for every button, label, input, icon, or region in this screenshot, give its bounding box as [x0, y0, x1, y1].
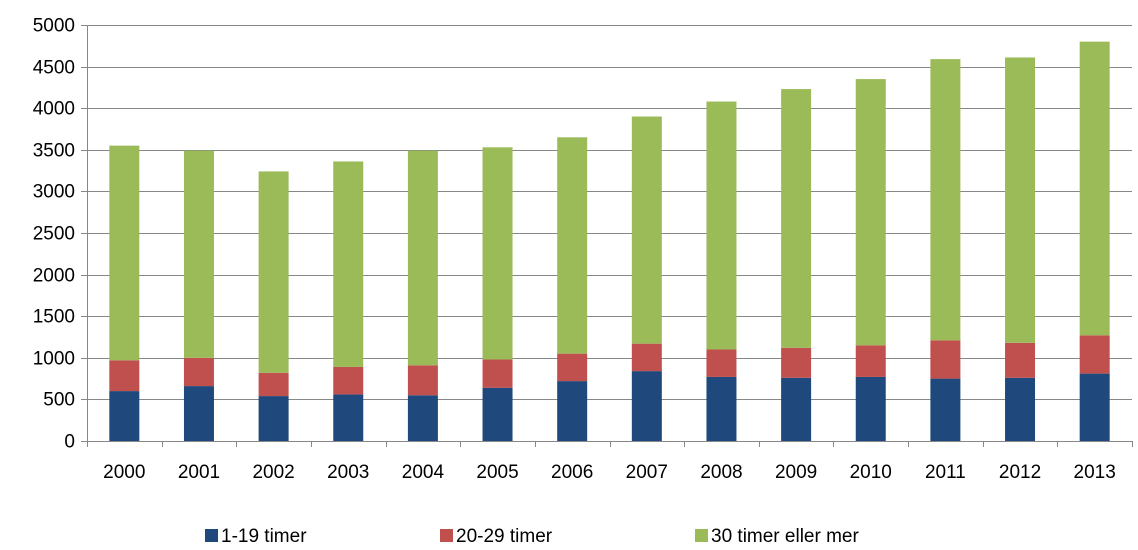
bar-1-19-timer-2004 — [407, 395, 438, 441]
bar-30-timer-eller-mer-2006 — [557, 137, 588, 354]
bar-30-timer-eller-mer-2008 — [706, 101, 737, 350]
x-tick-label: 2008 — [700, 462, 742, 483]
y-tick-label: 2000 — [33, 266, 75, 287]
gridlines — [87, 25, 1132, 400]
x-tick-labels: 2000 2001 2002 2003 2004 2005 2006 2007 2008 2009… — [103, 462, 1116, 483]
bar-1-19-timer-2002 — [258, 396, 289, 441]
bar-1-19-timer-2008 — [706, 376, 737, 441]
bar-1-19-timer-2007 — [631, 371, 662, 441]
bar-20-29-timer-2011 — [930, 340, 961, 379]
y-tick-label: 3000 — [33, 182, 75, 203]
bar-1-19-timer-2012 — [1005, 377, 1036, 441]
x-tick-label: 2002 — [252, 462, 294, 483]
axes — [81, 25, 1133, 447]
x-tick-label: 2013 — [1074, 462, 1116, 483]
bar-30-timer-eller-mer-2001 — [183, 150, 214, 358]
legend-swatch — [695, 529, 708, 542]
bar-1-19-timer-2001 — [183, 386, 214, 441]
bar-1-19-timer-2010 — [855, 376, 886, 441]
bar-20-29-timer-2008 — [706, 349, 737, 377]
bar-30-timer-eller-mer-2011 — [930, 59, 961, 341]
x-tick-label: 2009 — [775, 462, 817, 483]
y-tick-label: 5000 — [33, 16, 75, 37]
bar-30-timer-eller-mer-2002 — [258, 171, 289, 373]
y-tick-label: 0 — [64, 432, 75, 453]
bar-20-29-timer-2001 — [183, 357, 214, 387]
y-tick-label: 4500 — [33, 58, 75, 79]
y-tick-label: 1000 — [33, 349, 75, 370]
bar-30-timer-eller-mer-2004 — [407, 150, 438, 366]
bar-1-19-timer-2013 — [1079, 373, 1110, 441]
legend-swatch — [205, 529, 218, 542]
bar-20-29-timer-2002 — [258, 372, 289, 397]
bar-20-29-timer-2009 — [781, 347, 812, 378]
legend-label: 1-19 timer — [221, 526, 307, 547]
legend-swatch — [440, 529, 453, 542]
bar-20-29-timer-2000 — [109, 360, 140, 392]
y-tick-labels: 0 500 1000 1500 2000 2500 3000 3500 4000 4500 5000 — [33, 16, 75, 453]
bar-20-29-timer-2010 — [855, 345, 886, 377]
bar-1-19-timer-2011 — [930, 378, 961, 441]
x-tick-label: 2005 — [476, 462, 518, 483]
x-tick-label: 2003 — [327, 462, 369, 483]
bar-30-timer-eller-mer-2009 — [781, 89, 812, 348]
bar-20-29-timer-2003 — [333, 366, 364, 395]
bar-30-timer-eller-mer-2003 — [333, 161, 364, 367]
bar-30-timer-eller-mer-2012 — [1005, 57, 1036, 343]
legend: 1-19 timer 20-29 timer 30 timer eller mer — [205, 526, 859, 547]
x-tick-label: 2010 — [850, 462, 892, 483]
y-tick-label: 500 — [43, 390, 75, 411]
x-tick-label: 2004 — [402, 462, 445, 483]
y-tick-label: 3500 — [33, 141, 75, 162]
bars — [109, 41, 1110, 441]
bar-30-timer-eller-mer-2005 — [482, 147, 513, 360]
bar-1-19-timer-2005 — [482, 387, 513, 441]
bar-20-29-timer-2005 — [482, 359, 513, 388]
bar-20-29-timer-2013 — [1079, 335, 1110, 374]
bar-20-29-timer-2006 — [557, 353, 588, 382]
bar-30-timer-eller-mer-2013 — [1079, 41, 1110, 336]
x-tick-label: 2000 — [103, 462, 145, 483]
x-tick-label: 2012 — [999, 462, 1041, 483]
x-tick-label: 2011 — [925, 462, 966, 483]
bar-1-19-timer-2000 — [109, 391, 140, 441]
bar-20-29-timer-2012 — [1005, 342, 1036, 378]
bar-20-29-timer-2004 — [407, 365, 438, 396]
legend-label: 30 timer eller mer — [711, 526, 859, 547]
bar-30-timer-eller-mer-2010 — [855, 79, 886, 346]
x-tick-label: 2007 — [626, 462, 668, 483]
bar-1-19-timer-2006 — [557, 381, 588, 441]
y-tick-label: 2500 — [33, 224, 75, 245]
x-tick-label: 2006 — [551, 462, 593, 483]
bar-20-29-timer-2007 — [631, 343, 662, 372]
y-tick-label: 4000 — [33, 99, 75, 120]
bar-1-19-timer-2003 — [333, 394, 364, 441]
bar-30-timer-eller-mer-2007 — [631, 116, 662, 344]
legend-label: 20-29 timer — [456, 526, 553, 547]
y-tick-label: 1500 — [33, 307, 75, 328]
x-tick-label: 2001 — [178, 462, 220, 483]
bar-30-timer-eller-mer-2000 — [109, 145, 140, 361]
bar-1-19-timer-2009 — [781, 377, 812, 441]
